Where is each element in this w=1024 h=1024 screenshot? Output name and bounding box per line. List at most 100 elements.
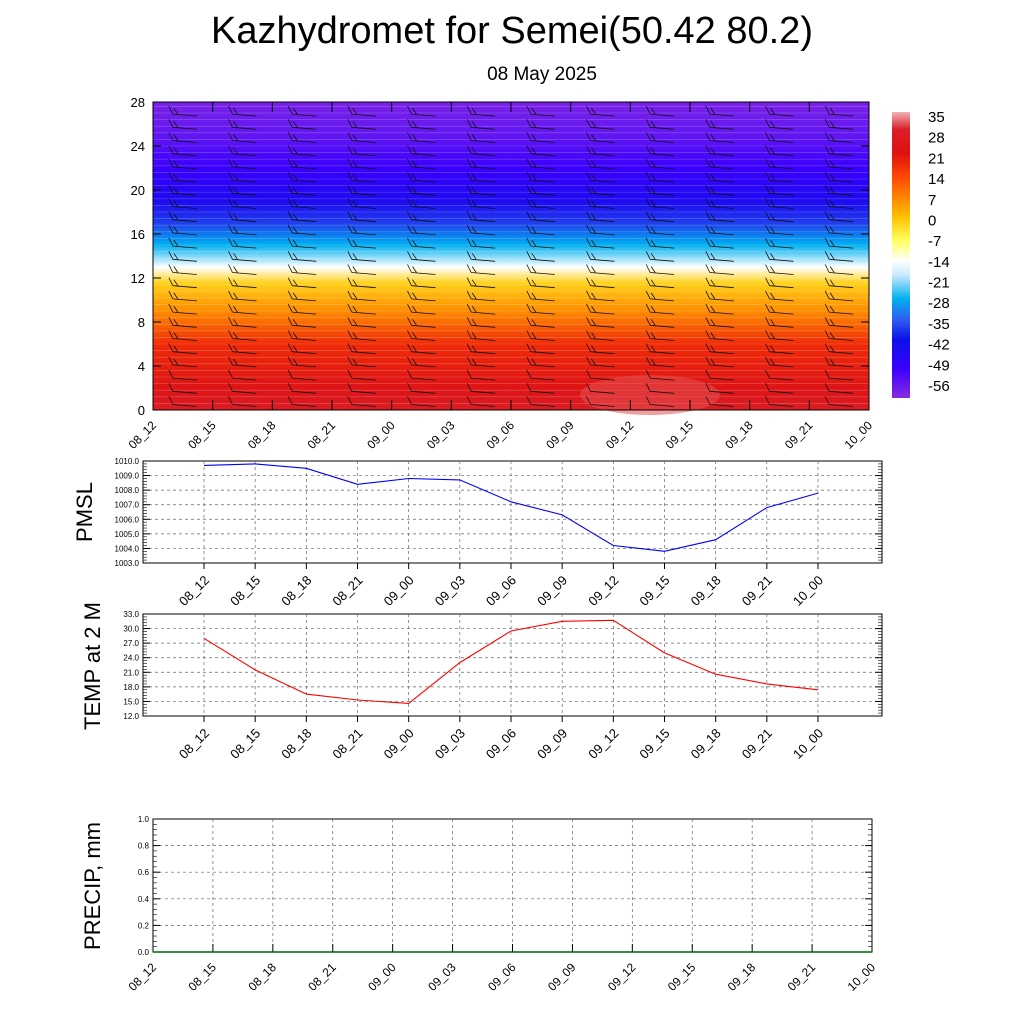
wind-barb xyxy=(765,105,794,117)
wind-barb xyxy=(526,105,555,117)
y-tick-label: 0.4 xyxy=(138,895,150,904)
wind-barb xyxy=(407,105,436,117)
wind-barb xyxy=(168,237,197,249)
wind-barb xyxy=(586,237,615,249)
temp-axis-label: TEMP at 2 M xyxy=(80,602,105,730)
wind-barb xyxy=(228,290,257,302)
wind-barb xyxy=(705,171,734,183)
x-tick-label: 09_15 xyxy=(665,960,699,994)
wind-barb xyxy=(765,132,794,143)
y-tick-label: 0 xyxy=(138,403,145,418)
wind-barb xyxy=(168,132,197,143)
wind-barb xyxy=(526,171,555,183)
colorbar-ramp xyxy=(892,112,910,398)
wind-barb xyxy=(466,383,496,394)
wind-barb xyxy=(347,105,376,117)
colorbar-label: -42 xyxy=(928,337,950,354)
x-tick-label: 09_00 xyxy=(364,418,398,452)
y-tick-label: 4 xyxy=(138,359,145,374)
wind-barb xyxy=(765,145,794,157)
wind-barb xyxy=(347,251,376,262)
colorbar-label: 14 xyxy=(928,171,945,188)
wind-barb xyxy=(765,185,794,196)
pmsl-panel: 1003.0 1004.0 1005.0 1006.0 1007.0 1008.0 1009… xyxy=(72,457,883,609)
wind-barb xyxy=(526,145,555,157)
wind-barb xyxy=(526,383,555,394)
wind-barb xyxy=(824,251,854,262)
wind-barb xyxy=(228,185,257,196)
y-tick-label: 1003.0 xyxy=(115,559,140,568)
wind-barb xyxy=(765,383,794,394)
wind-barb xyxy=(407,356,436,368)
x-tick-label: 08_21 xyxy=(329,726,365,762)
wind-barb xyxy=(228,330,257,341)
wind-barb xyxy=(466,237,496,249)
wind-barb xyxy=(705,343,734,355)
wind-barb xyxy=(526,132,555,143)
wind-barb xyxy=(586,396,615,407)
y-tick-label: 8 xyxy=(138,315,145,330)
wind-barb xyxy=(228,396,257,407)
wind-barb xyxy=(347,330,376,341)
x-tick-label: 09_09 xyxy=(534,573,570,609)
isoline xyxy=(152,151,870,154)
y-tick-label: 20 xyxy=(131,183,145,198)
isoline xyxy=(152,217,870,220)
wind-barb xyxy=(228,158,257,170)
wind-barb xyxy=(287,369,317,381)
wind-barb xyxy=(407,369,436,381)
wind-barb xyxy=(586,105,615,117)
wind-barb xyxy=(466,277,496,289)
x-tick-label: 09_12 xyxy=(605,960,639,994)
y-tick-label: 1006.0 xyxy=(115,515,140,524)
wind-barb xyxy=(824,264,854,275)
wind-barb xyxy=(645,171,675,183)
wind-barb xyxy=(228,317,257,328)
wind-barb xyxy=(765,119,794,130)
wind-barb xyxy=(168,396,197,407)
colorbar-label: -35 xyxy=(928,316,950,333)
isoline xyxy=(152,257,870,259)
wind-barb xyxy=(586,119,615,130)
colorbar-label: -49 xyxy=(928,357,950,374)
wind-barb xyxy=(228,343,257,355)
colorbar-label: -21 xyxy=(928,275,950,292)
wind-barb xyxy=(407,198,436,209)
precip-panel: 0.0 0.2 0.4 0.6 0.8 1.0 08_12 08_15 08_18 08_21 09… xyxy=(80,815,878,994)
wind-barb xyxy=(645,330,675,341)
wind-barb xyxy=(228,105,257,117)
wind-barb xyxy=(586,185,615,196)
wind-barb xyxy=(168,158,197,170)
isoline xyxy=(152,211,870,213)
wind-barb xyxy=(645,211,675,223)
wind-barb xyxy=(824,185,854,196)
y-tick-label: 24 xyxy=(131,139,145,154)
wind-barb xyxy=(407,224,436,236)
wind-barb xyxy=(168,383,197,394)
wind-barb xyxy=(586,198,615,209)
isoline xyxy=(152,119,870,121)
wind-barb xyxy=(586,343,615,355)
x-tick-label: 09_21 xyxy=(782,418,816,452)
wind-barb xyxy=(705,145,734,157)
y-tick-label: 1.0 xyxy=(138,815,150,824)
y-tick-label: 16 xyxy=(131,227,145,242)
wind-barb xyxy=(466,211,496,223)
wind-barb xyxy=(824,224,854,236)
x-tick-label: 09_12 xyxy=(585,726,621,762)
wind-barb xyxy=(407,145,436,157)
x-tick-label: 09_18 xyxy=(722,418,756,452)
x-tick-label: 09_09 xyxy=(545,960,579,994)
wind-barb xyxy=(765,237,794,249)
wind-barb xyxy=(824,303,854,315)
wind-barb xyxy=(824,277,854,289)
wind-barb xyxy=(466,171,496,183)
wind-barb xyxy=(705,356,734,368)
wind-barb xyxy=(765,171,794,183)
wind-barb xyxy=(466,343,496,355)
x-tick-label: 09_06 xyxy=(483,573,519,609)
wind-barb xyxy=(466,290,496,302)
wind-barb xyxy=(705,211,734,223)
wind-barb xyxy=(645,119,675,130)
x-tick-label: 08_15 xyxy=(185,418,219,452)
